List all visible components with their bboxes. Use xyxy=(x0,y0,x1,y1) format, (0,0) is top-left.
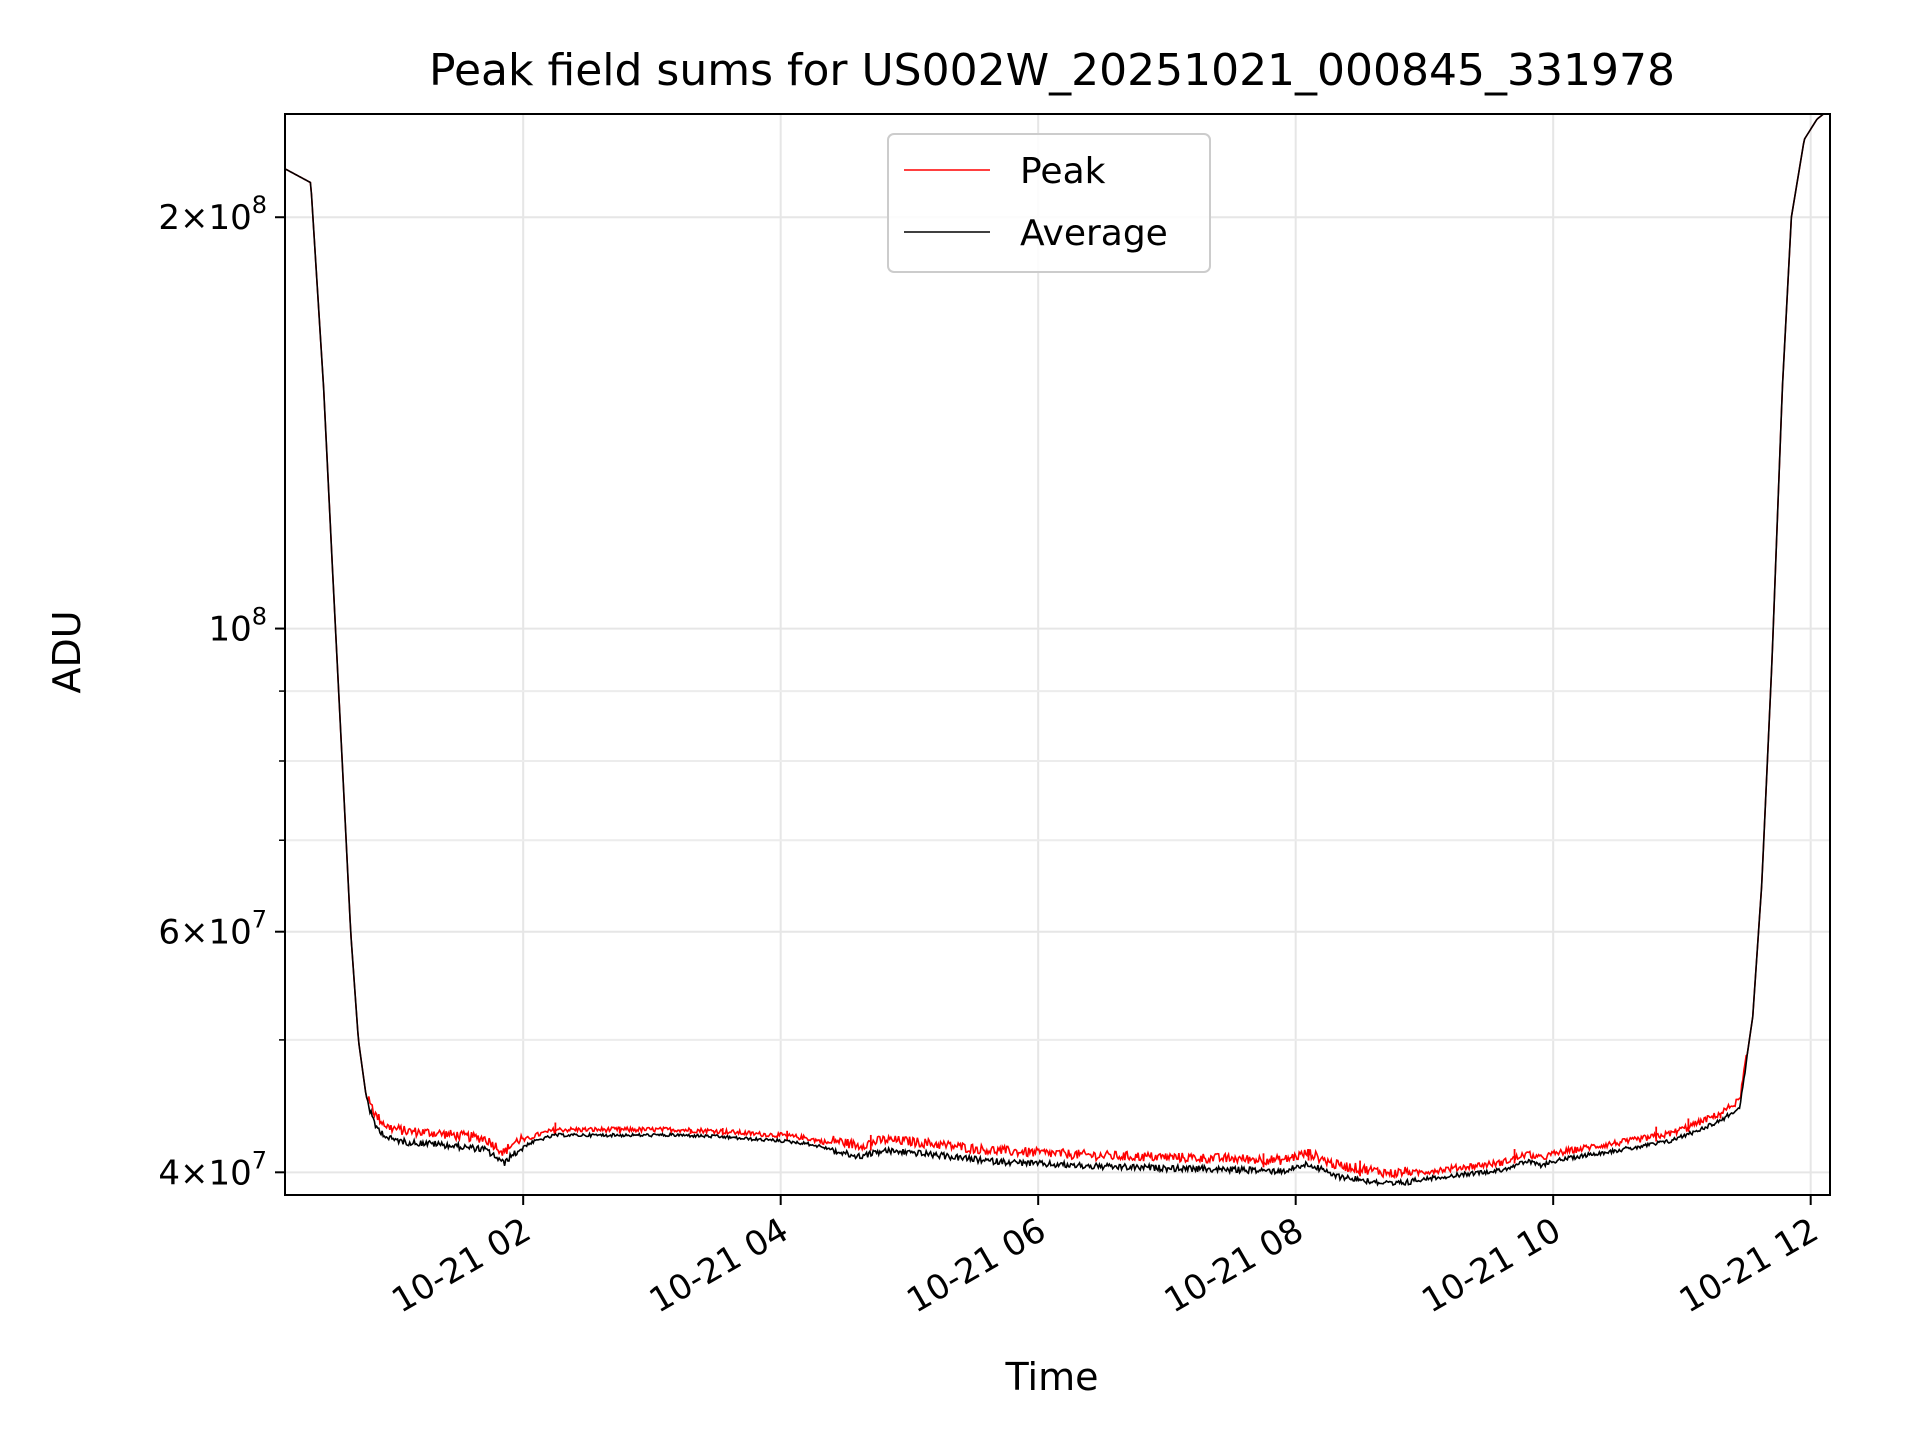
y-tick-label: 6×107 xyxy=(158,906,267,953)
plot-lines xyxy=(285,114,1825,1187)
y-tick-label: 2×108 xyxy=(158,191,267,238)
y-axis-label: ADU xyxy=(45,610,89,693)
legend-label-average: Average xyxy=(1020,213,1168,254)
legend-label-peak: Peak xyxy=(1020,151,1106,192)
chart-title: Peak field sums for US002W_20251021_0008… xyxy=(429,45,1675,96)
average-series-line xyxy=(285,114,1825,1187)
legend-box xyxy=(887,133,1211,273)
y-tick-label: 108 xyxy=(208,603,267,650)
plot-frame xyxy=(284,113,1831,1196)
y-tick-label: 4×107 xyxy=(158,1146,267,1193)
peak-series-line xyxy=(285,114,1825,1180)
x-axis-label: Time xyxy=(1005,1355,1099,1399)
legend: Peak Average xyxy=(887,133,1211,273)
